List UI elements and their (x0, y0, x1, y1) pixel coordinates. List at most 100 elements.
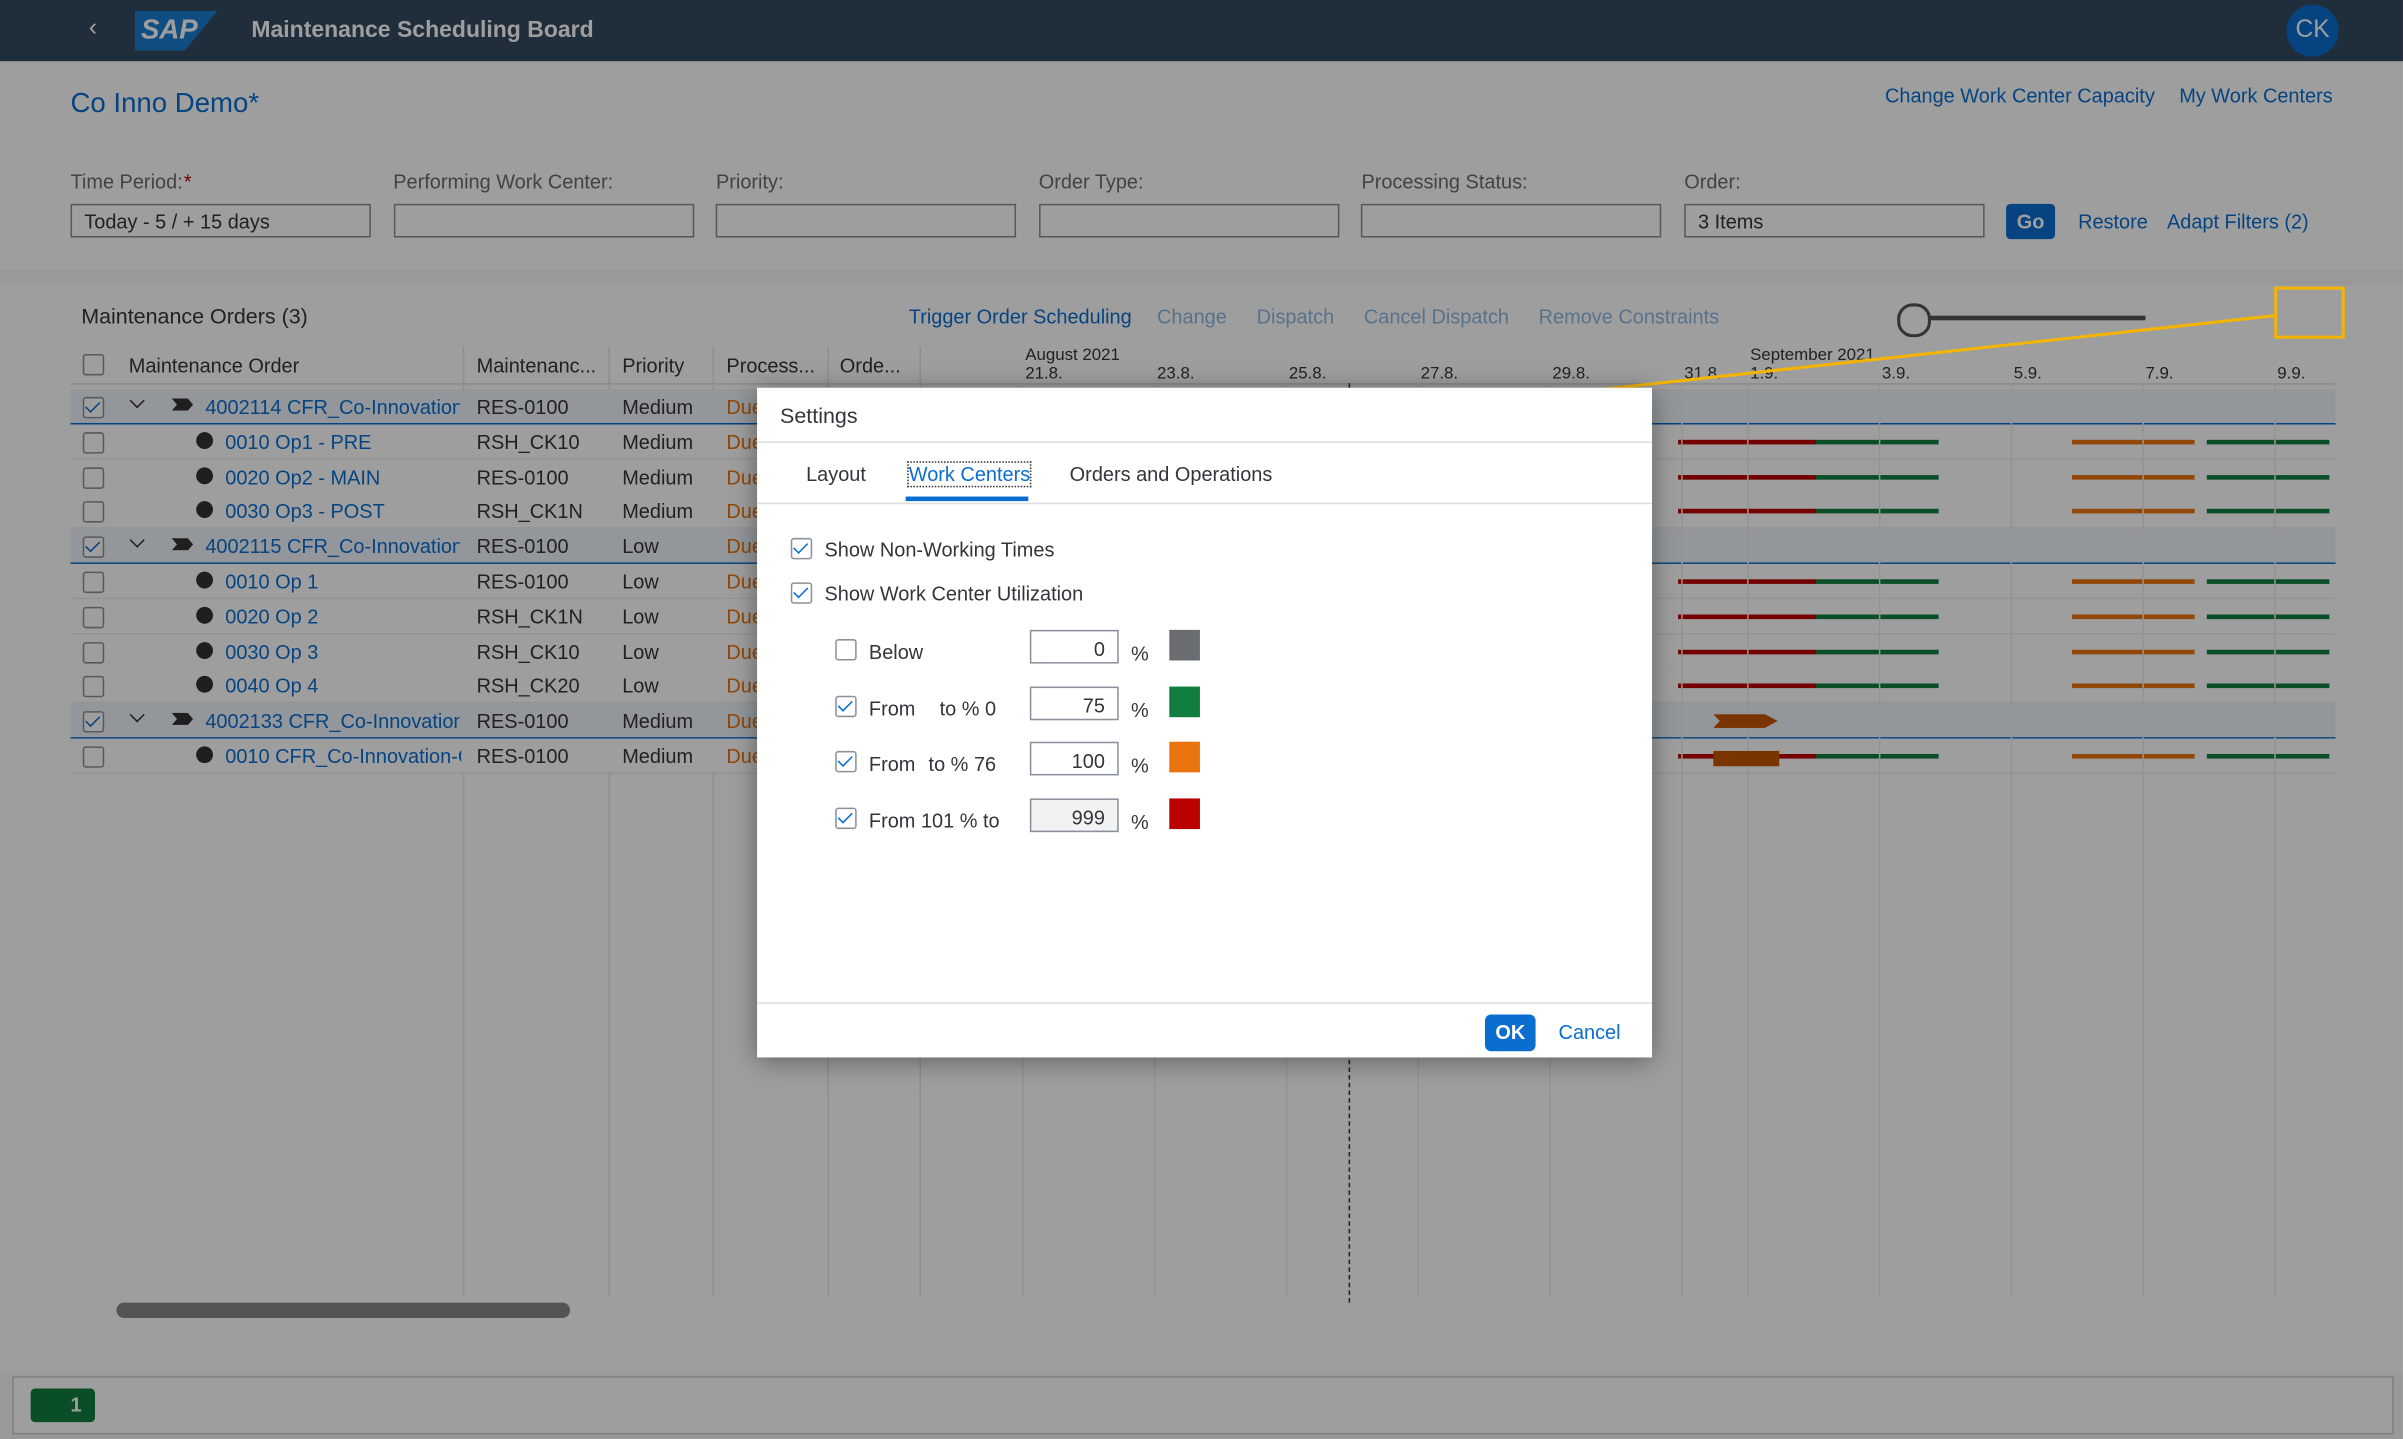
filter-label: Performing Work Center: (393, 170, 614, 194)
priority: Medium (622, 395, 694, 419)
range-input[interactable]: 75 (1029, 685, 1119, 720)
row-checkbox[interactable] (82, 431, 105, 454)
row-checkbox[interactable] (82, 396, 105, 419)
filter-input[interactable] (715, 203, 1017, 238)
message-badge[interactable]: 1 (30, 1388, 96, 1423)
scrollbar[interactable] (116, 1302, 571, 1318)
row-checkbox[interactable] (82, 676, 105, 698)
row-checkbox[interactable] (82, 571, 105, 594)
tab[interactable]: Work Centers (907, 461, 1032, 488)
option-checkbox[interactable] (790, 582, 813, 604)
tab[interactable]: Orders and Operations (1069, 462, 1273, 486)
footer (12, 1376, 2394, 1435)
range-label: From (868, 752, 916, 776)
variant[interactable]: Co Inno Demo* (70, 87, 260, 119)
order-icon (171, 712, 194, 726)
priority: Low (622, 535, 659, 559)
status: Due (726, 500, 763, 524)
filter-input[interactable]: Today - 5 / + 15 days (70, 203, 371, 238)
tab[interactable]: Layout (806, 462, 866, 486)
row-checkbox[interactable] (82, 606, 105, 629)
order-link[interactable]: 0040 Op 4 (225, 674, 319, 698)
range-label: From 101 % to (868, 808, 1000, 832)
toolbar-action[interactable]: Trigger Order Scheduling (908, 304, 1132, 328)
avatar[interactable]: CK (2286, 4, 2339, 57)
status: Due (726, 709, 763, 733)
order-link[interactable]: 4002114 CFR_Co-Innovation- (205, 395, 460, 419)
filter-input[interactable] (1361, 203, 1662, 238)
table-title: Maintenance Orders (3) (81, 303, 308, 328)
back-button[interactable]: ‹ (88, 15, 98, 42)
row-checkbox[interactable] (82, 746, 105, 768)
order-link[interactable]: 4002133 CFR_Co-Innovation- (205, 709, 460, 733)
color-swatch[interactable] (1169, 685, 1200, 717)
range-unit: % (1130, 753, 1149, 777)
filter-input[interactable] (393, 203, 694, 238)
utilization-strip (2206, 439, 2330, 445)
row-checkbox[interactable] (82, 711, 105, 733)
header-link[interactable]: Change Work Center Capacity (1884, 84, 2155, 108)
operation-icon (196, 641, 214, 659)
day-label: 3.9. (1881, 364, 1911, 384)
filter-input[interactable]: 3 Items (1684, 203, 1985, 238)
color-swatch[interactable] (1169, 797, 1200, 829)
status: Due (726, 605, 763, 629)
filter-input[interactable] (1038, 203, 1340, 238)
app-title[interactable]: Maintenance Scheduling Board (251, 16, 594, 43)
order-link[interactable]: 0030 Op 3 (225, 639, 319, 663)
day-label: 21.8. (1025, 364, 1063, 384)
row-checkbox[interactable] (82, 501, 105, 524)
order-link[interactable]: 4002115 CFR_Co-Innovation- (205, 535, 460, 559)
row-checkbox[interactable] (82, 466, 105, 489)
utilization-strip (2071, 649, 2195, 654)
priority: Medium (622, 500, 694, 524)
toolbar-action[interactable]: Dispatch (1256, 304, 1335, 328)
utilization-strip (1816, 509, 1939, 514)
color-swatch[interactable] (1169, 741, 1200, 773)
day-label: 29.8. (1552, 364, 1590, 384)
order-link[interactable]: 0010 Op1 - PRE (225, 430, 372, 454)
range-checkbox[interactable] (835, 639, 857, 661)
order-link[interactable]: 0010 CFR_Co-Innovation-C (225, 744, 462, 768)
option-checkbox[interactable] (790, 537, 813, 560)
restore-button[interactable]: Restore (2078, 209, 2148, 233)
color-swatch[interactable] (1169, 629, 1200, 661)
day-line (1681, 383, 1683, 1297)
range-input[interactable]: 999 (1029, 797, 1119, 832)
row-checkbox[interactable] (82, 641, 105, 663)
logo: SAP (140, 13, 198, 45)
row-checkbox[interactable] (82, 536, 105, 559)
tab-indicator (905, 496, 1029, 502)
required-mark: * (183, 170, 192, 194)
utilization-strip (2071, 684, 2195, 689)
work-center: RES-0100 (476, 709, 569, 733)
column-line (462, 346, 465, 1297)
dialog-title: Settings (780, 403, 858, 428)
range-checkbox[interactable] (835, 806, 857, 829)
select-all[interactable] (82, 354, 105, 376)
ok-button[interactable]: OK (1484, 1014, 1536, 1052)
order-link[interactable]: 0020 Op2 - MAIN (225, 465, 381, 489)
order-link[interactable]: 0010 Op 1 (225, 570, 319, 594)
order-link[interactable]: 0020 Op 2 (225, 605, 319, 629)
range-label: Below (868, 640, 924, 664)
adapt-filters-button[interactable]: Adapt Filters (2) (2166, 209, 2309, 233)
cancel-button[interactable]: Cancel (1558, 1020, 1621, 1044)
priority: Medium (622, 744, 694, 768)
zoom-slider[interactable] (1897, 315, 2146, 321)
range-input[interactable]: 0 (1029, 629, 1119, 664)
toolbar-action[interactable]: Change (1157, 304, 1227, 328)
utilization-strip (2206, 474, 2330, 480)
utilization-strip (1816, 649, 1939, 654)
zoom-handle[interactable] (1897, 303, 1931, 338)
range-checkbox[interactable] (835, 750, 857, 773)
go-button[interactable]: Go (2006, 203, 2056, 240)
column-header (70, 346, 2336, 385)
toolbar-action[interactable]: Cancel Dispatch (1363, 304, 1509, 328)
option-label: Show Work Center Utilization (824, 582, 1084, 606)
range-checkbox[interactable] (835, 694, 857, 717)
range-input[interactable]: 100 (1029, 741, 1119, 776)
header-link[interactable]: My Work Centers (2179, 84, 2333, 108)
toolbar-action[interactable]: Remove Constraints (1538, 304, 1720, 328)
order-link[interactable]: 0030 Op3 - POST (225, 500, 385, 524)
